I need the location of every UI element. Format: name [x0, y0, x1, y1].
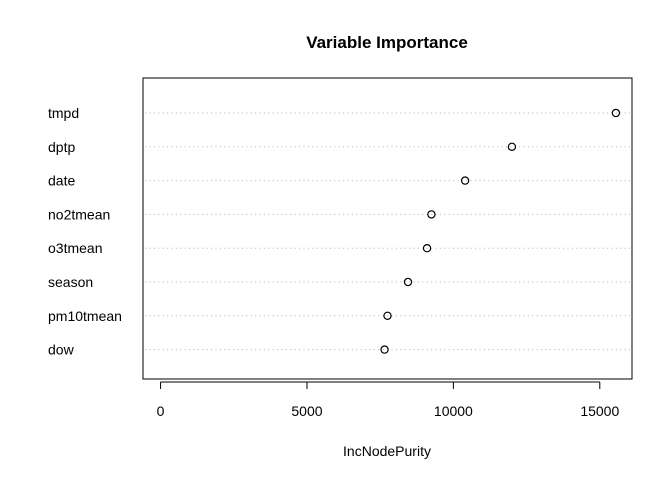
point-dptp — [507, 142, 517, 151]
plot-frame — [142, 77, 633, 380]
data-points — [380, 108, 621, 354]
category-label-date: date — [48, 173, 75, 189]
category-label-season: season — [48, 274, 93, 290]
category-label-pm10tmean: pm10tmean — [48, 308, 122, 324]
category-label-dptp: dptp — [48, 139, 75, 155]
category-label-o3tmean: o3tmean — [48, 240, 102, 256]
category-label-tmpd: tmpd — [48, 105, 79, 121]
x-axis-label: IncNodePurity — [343, 443, 431, 459]
point-dow — [380, 345, 389, 354]
x-tick-label-15000: 15000 — [580, 403, 619, 419]
point-tmpd — [611, 108, 621, 118]
x-axis: 0 5000 10000 15000 — [157, 381, 619, 419]
point-no2tmean — [427, 210, 436, 219]
category-label-no2tmean: no2tmean — [48, 206, 110, 222]
point-pm10tmean — [383, 311, 392, 320]
point-season — [403, 277, 413, 287]
category-labels: tmpd dptp date no2tmean o3tmean season pm10tme… — [48, 105, 122, 358]
point-date — [460, 176, 470, 185]
chart-title: Variable Importance — [306, 33, 468, 52]
grid-lines — [145, 112, 630, 351]
category-label-dow: dow — [48, 342, 75, 358]
point-o3tmean — [422, 243, 432, 253]
x-tick-label-10000: 10000 — [434, 403, 473, 419]
x-tick-label-5000: 5000 — [291, 403, 322, 419]
x-tick-label-0: 0 — [157, 403, 165, 419]
